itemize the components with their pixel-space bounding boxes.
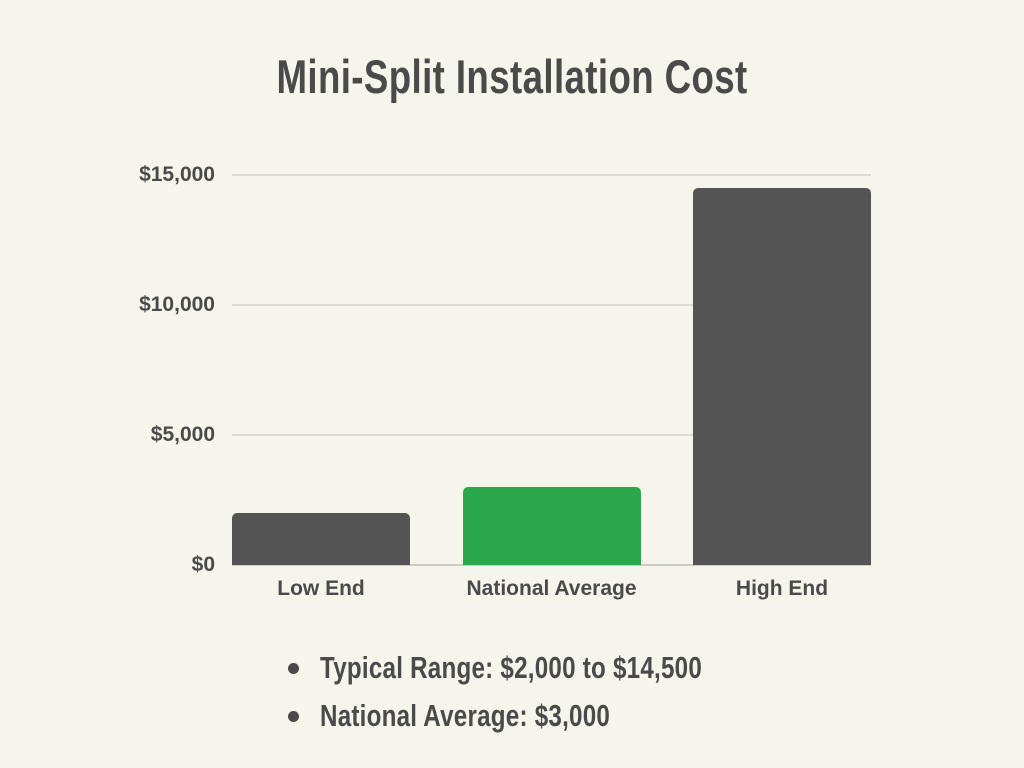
summary-bullets: Typical Range: $2,000 to $14,500 National… — [278, 644, 810, 740]
bar-low-end — [232, 513, 410, 565]
y-axis-tick-label: $5,000 — [150, 423, 215, 446]
bullet-dot-icon — [288, 710, 299, 722]
gridline — [232, 174, 871, 176]
x-axis-category-label: National Average — [466, 577, 637, 600]
x-axis-baseline — [232, 564, 871, 566]
x-axis-category-label: Low End — [277, 577, 365, 600]
chart-title-text: Mini-Split Installation Cost — [276, 50, 748, 103]
gridline — [232, 434, 871, 436]
bullet-dot-icon — [288, 662, 299, 674]
y-axis-tick-label: $10,000 — [139, 293, 215, 316]
bullet-text: Typical Range: $2,000 to $14,500 — [320, 650, 703, 685]
summary-bullet-item: National Average: $3,000 — [278, 692, 810, 740]
bar-slot: High End — [693, 175, 871, 600]
x-axis-category-label: High End — [735, 577, 829, 600]
plot-area: Low End National Average High End — [232, 174, 871, 600]
bar-slot: Low End — [232, 175, 410, 600]
bar-high-end — [693, 188, 871, 565]
gridline — [232, 304, 871, 306]
summary-bullet-item: Typical Range: $2,000 to $14,500 — [278, 644, 810, 692]
bullet-text: National Average: $3,000 — [320, 698, 611, 733]
chart-title: Mini-Split Installation Cost — [0, 48, 1024, 106]
bar-slot: National Average — [462, 175, 641, 600]
bar-national-average — [462, 487, 641, 565]
y-axis-tick-label: $15,000 — [139, 163, 215, 186]
bars-row: Low End National Average High End — [232, 175, 871, 600]
y-axis-tick-label: $0 — [191, 553, 215, 576]
